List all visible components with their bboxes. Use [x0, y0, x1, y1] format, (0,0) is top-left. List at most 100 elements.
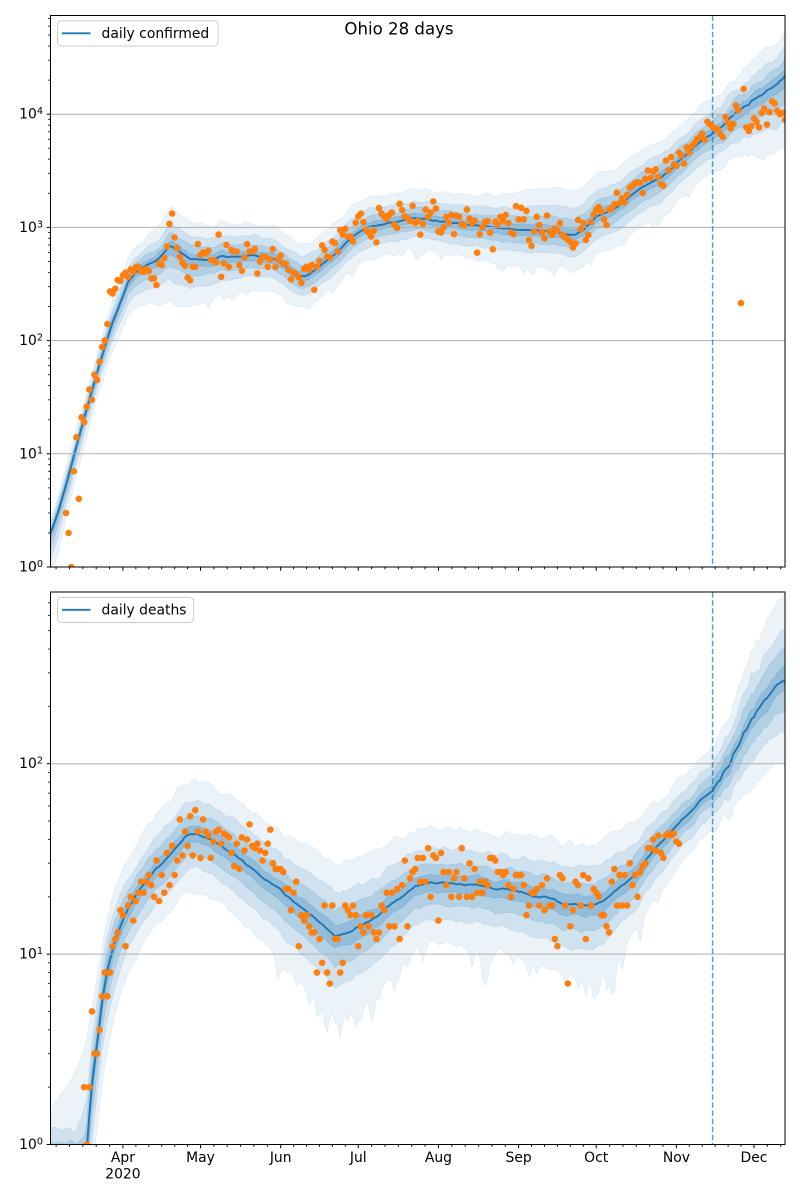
observed-dot: [166, 220, 173, 228]
observed-dot: [173, 244, 181, 252]
observed-dot: [639, 189, 647, 197]
observed-dot: [241, 254, 248, 261]
x-tick-label-May: May: [186, 1150, 215, 1166]
observed-dot: [479, 889, 486, 896]
observed-dot: [305, 266, 313, 274]
observed-dot: [308, 261, 316, 269]
observed-dot: [463, 893, 471, 901]
observed-dot: [331, 239, 339, 247]
observed-dot: [631, 871, 639, 879]
observed-dot: [437, 229, 445, 236]
observed-dot: [647, 844, 654, 852]
observed-dot: [334, 935, 341, 943]
band-outer: [50, 30, 785, 567]
observed-dot: [675, 840, 683, 847]
legend-label: daily confirmed: [102, 26, 210, 42]
observed-dot: [636, 868, 644, 876]
observed-dot: [471, 865, 478, 873]
observed-dot: [210, 838, 217, 845]
observed-dot: [479, 223, 486, 231]
observed-dots: [80, 806, 683, 1145]
legend-label: daily deaths: [102, 603, 187, 619]
observed-dot: [655, 173, 662, 181]
observed-dot: [463, 206, 471, 213]
observed-dot: [303, 911, 310, 919]
observed-dot: [660, 854, 667, 862]
observed-dot: [111, 935, 119, 943]
observed-dot: [621, 198, 628, 206]
observed-dot: [352, 911, 360, 919]
observed-dot: [329, 902, 336, 909]
observed-dot: [665, 167, 672, 174]
observed-dot: [406, 217, 414, 225]
observed-dot: [380, 906, 388, 914]
observed-dot: [176, 253, 184, 261]
observed-dot: [256, 847, 264, 854]
observed-dot: [161, 889, 168, 896]
observed-dot: [98, 343, 106, 351]
observed-dot: [466, 860, 473, 867]
observed-dot: [686, 149, 693, 156]
observed-dot: [611, 865, 618, 873]
observed-dot: [548, 231, 556, 239]
observed-dot: [580, 219, 587, 227]
observed-dot: [766, 108, 773, 116]
observed-dot: [155, 897, 163, 905]
observed-dot: [228, 849, 235, 857]
observed-dot: [662, 157, 670, 164]
observed-dot: [264, 840, 272, 847]
observed-dot: [450, 230, 458, 238]
observed-dot: [740, 85, 747, 93]
observed-dot: [254, 840, 261, 847]
observed-dot: [205, 832, 212, 839]
observed-dot: [507, 893, 515, 901]
observed-dot: [367, 233, 375, 240]
observed-dot: [148, 881, 155, 889]
observed-dot: [414, 217, 422, 225]
observed-dot: [298, 279, 305, 287]
observed-dot: [65, 529, 72, 537]
observed-dot: [153, 857, 160, 864]
observed-dot: [538, 881, 546, 889]
observed-dot: [238, 834, 246, 841]
observed-dot: [608, 878, 615, 885]
observed-dot: [530, 228, 538, 235]
observed-dot: [78, 414, 85, 421]
observed-dot: [569, 906, 577, 914]
observed-dot: [600, 911, 608, 919]
observed-dot: [587, 902, 595, 909]
observed-dot: [106, 969, 114, 976]
observed-dot: [176, 816, 184, 823]
observed-dot: [587, 218, 595, 226]
observed-dot: [468, 893, 476, 901]
observed-dot: [577, 902, 584, 909]
chart-title: Ohio 28 days: [344, 20, 453, 39]
observed-dot: [194, 828, 202, 835]
observed-dot: [88, 396, 96, 404]
observed-dot: [130, 917, 137, 924]
observed-dot: [419, 220, 427, 228]
observed-dot: [114, 929, 121, 936]
observed-dot: [510, 230, 517, 238]
observed-dot: [422, 878, 429, 885]
observed-dot: [261, 253, 269, 260]
observed-dot: [401, 857, 409, 864]
observed-dot: [83, 1141, 90, 1145]
observed-dot: [755, 124, 763, 131]
observed-dot: [205, 247, 212, 254]
observed-dot: [673, 162, 680, 170]
observed-dot: [104, 993, 111, 1000]
observed-dot: [541, 235, 548, 242]
observed-dot: [295, 942, 303, 950]
observed-dot: [336, 969, 344, 976]
band-mid: [50, 45, 785, 561]
observed-dot: [554, 227, 561, 234]
observed-dot: [96, 358, 103, 366]
observed-dot: [192, 263, 199, 271]
observed-dot: [96, 1026, 103, 1034]
observed-dot: [649, 836, 657, 843]
observed-dot: [440, 868, 447, 876]
observed-dot: [652, 166, 659, 173]
observed-dot: [163, 849, 171, 857]
